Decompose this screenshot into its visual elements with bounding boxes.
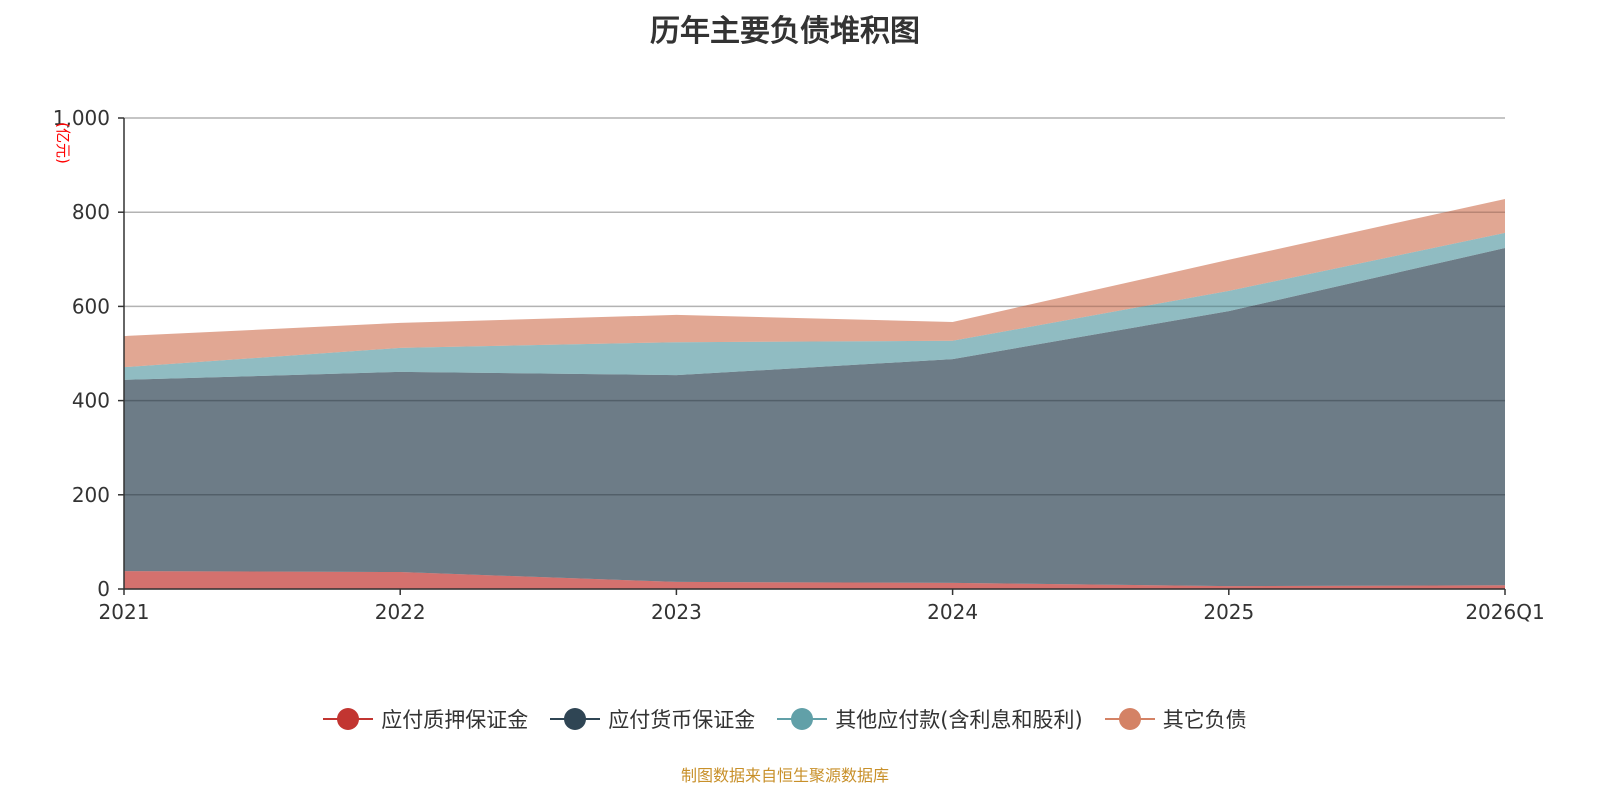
- legend-label: 应付质押保证金: [381, 708, 529, 732]
- area-series: [124, 247, 1505, 587]
- legend-marker-icon: [1104, 708, 1155, 730]
- y-tick-label: 600: [72, 294, 110, 318]
- y-tick-label: 200: [72, 483, 110, 507]
- x-tick-label: 2023: [651, 600, 702, 624]
- x-tick-label: 2025: [1203, 600, 1254, 624]
- area-series: [124, 571, 1505, 589]
- legend: 应付质押保证金 应付货币保证金 其他应付款(含利息和股利) 其它负债: [0, 704, 1570, 734]
- y-tick-label: 1,000: [53, 106, 110, 130]
- legend-item[interactable]: 应付质押保证金: [323, 704, 528, 734]
- y-tick-label: 800: [72, 200, 110, 224]
- y-axis-unit-label: (亿元): [54, 122, 72, 164]
- legend-item[interactable]: 其它负债: [1104, 704, 1247, 734]
- chart-title: 历年主要负债堆积图: [650, 14, 920, 49]
- source-footer: 制图数据来自恒生聚源数据库: [680, 766, 889, 785]
- legend-label: 其他应付款(含利息和股利): [835, 708, 1083, 732]
- legend-item[interactable]: 其他应付款(含利息和股利): [777, 704, 1083, 734]
- y-tick-label: 0: [97, 577, 110, 601]
- legend-marker-icon: [323, 708, 374, 730]
- stacked-area-chart: 0 200 400 600 800 1,000 2021 2022 2023 2024 2025 20…: [53, 106, 1545, 624]
- x-tick-label: 2024: [927, 600, 978, 624]
- x-tick-label: 2022: [375, 600, 426, 624]
- legend-label: 应付货币保证金: [608, 708, 756, 732]
- y-tick-label: 400: [72, 389, 110, 413]
- legend-marker-icon: [550, 708, 601, 730]
- x-tick-label: 2021: [99, 600, 150, 624]
- area-series: [124, 199, 1505, 368]
- legend-marker-icon: [777, 708, 828, 730]
- area-series: [124, 232, 1505, 380]
- legend-item[interactable]: 应付货币保证金: [550, 704, 755, 734]
- x-tick-label: 2026Q1: [1465, 600, 1544, 624]
- legend-label: 其它负债: [1162, 708, 1247, 732]
